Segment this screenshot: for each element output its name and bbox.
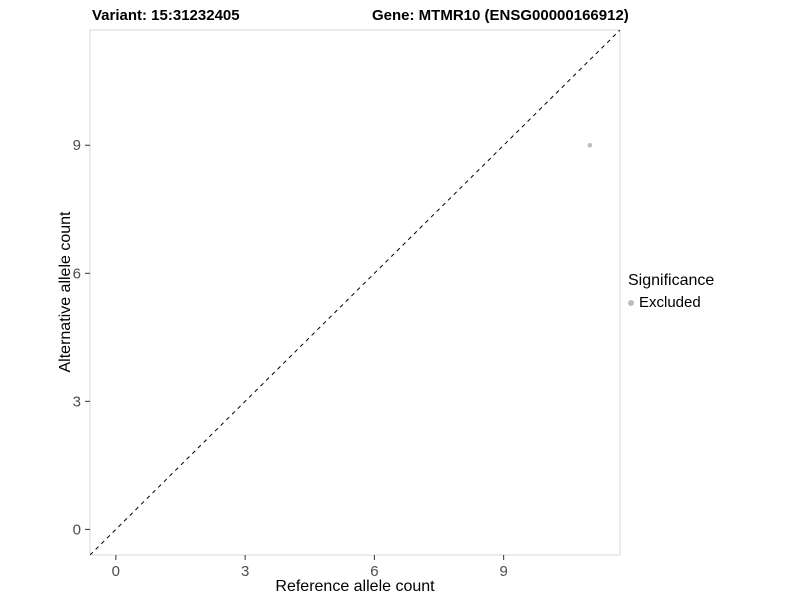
x-axis-tick-label: 0 xyxy=(112,563,120,580)
x-axis-tick-label: 9 xyxy=(499,563,507,580)
legend-title: Significance xyxy=(628,272,715,289)
y-axis-tick-label: 0 xyxy=(73,521,81,538)
plot-title-variant: Variant: 15:31232405 xyxy=(92,7,240,24)
plot-title-gene: Gene: MTMR10 (ENSG00000166912) xyxy=(372,7,629,24)
y-axis-tick-label: 9 xyxy=(73,137,81,154)
excluded-point-icon xyxy=(628,299,634,306)
legend-entry-excluded: Excluded xyxy=(628,294,714,311)
y-axis-tick-label: 3 xyxy=(73,393,81,410)
x-axis-label: Reference allele count xyxy=(275,578,435,595)
data-point xyxy=(587,142,593,148)
plot-panel-border xyxy=(89,29,621,556)
legend-entry-label: Excluded xyxy=(639,294,701,311)
y-axis-tick-label: 6 xyxy=(73,265,81,282)
x-axis-tick-label: 6 xyxy=(370,563,378,580)
x-axis-tick-label: 3 xyxy=(241,563,249,580)
legend: Significance Excluded xyxy=(628,272,714,311)
y-axis-label: Alternative allele count xyxy=(57,211,74,373)
